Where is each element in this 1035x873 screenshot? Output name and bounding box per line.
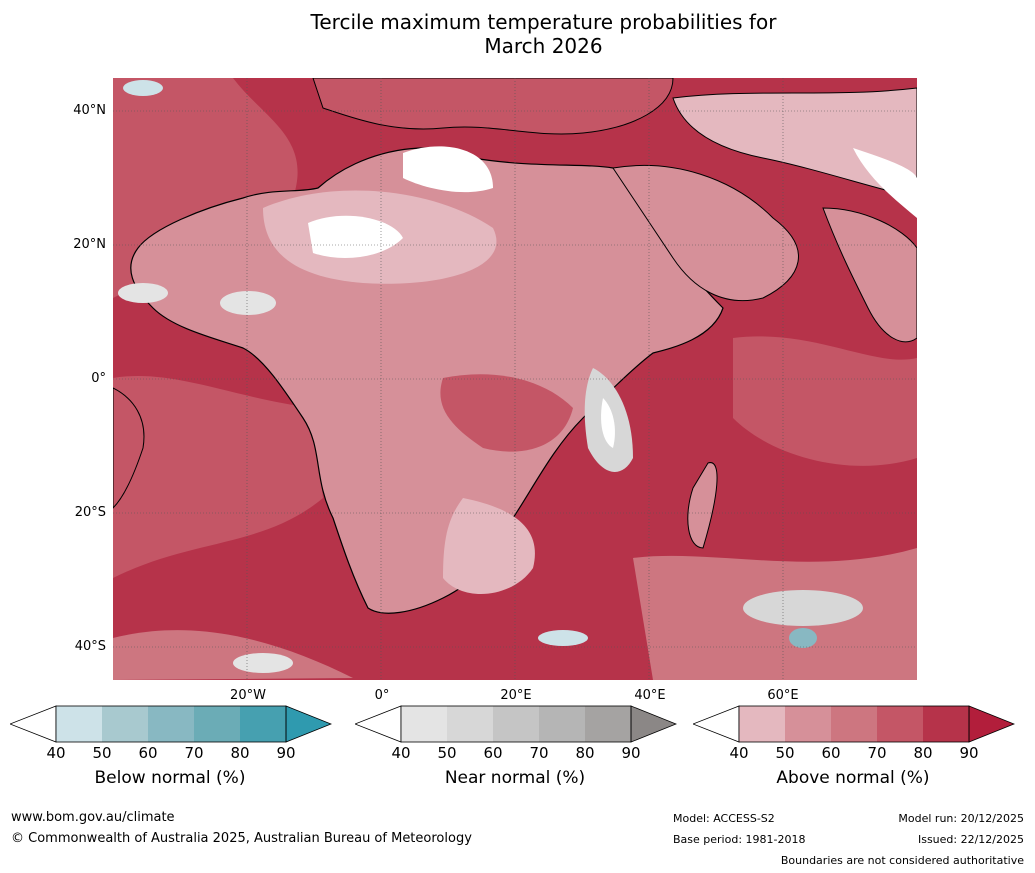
east-africa-white [601,398,615,448]
colorbar-above-tick-40: 40 [729,744,749,762]
ocean-patch-south [113,630,353,680]
lat-label-40s: 40°S [74,639,106,654]
colorbar-below-seg-70-80 [194,706,240,742]
title-line-2: March 2026 [484,34,603,58]
website-link[interactable]: www.bom.gov.au/climate [11,810,175,825]
base-period-info: Base period: 1981-2018 [673,833,806,846]
lat-label-20s: 20°S [74,505,106,520]
colorbar-below-high-arrow [285,705,333,743]
west-africa-grey-patch [220,291,276,315]
colorbar-below-tick-50: 50 [92,744,112,762]
europe-landmass [312,78,674,135]
south-indian-grey-patch [743,590,863,626]
colorbar-above-high-arrow [968,705,1016,743]
colorbar-near-high-arrow [630,705,678,743]
title-line-1: Tercile maximum temperature probabilitie… [310,10,777,34]
colorbar-above-seg-70-80 [877,706,923,742]
colorbar-above-outline [738,705,970,743]
model-run-info: Model run: 20/12/2025 [898,812,1024,825]
colorbar-above-label: Above normal (%) [776,768,930,788]
colorbar-near-seg-60-70 [493,706,539,742]
india-landmass [822,207,917,343]
colorbar-near-seg-70-80 [539,706,585,742]
lon-label-60e: 60°E [767,688,799,703]
madagascar [687,462,718,549]
colorbar-above-seg-60-70 [831,706,877,742]
iran-white-region [853,148,917,218]
copyright-text: © Commonwealth of Australia 2025, Austra… [11,831,472,846]
southern-africa-light [443,498,535,595]
colorbar-above-tick-80: 80 [913,744,933,762]
middle-east-landmass [672,87,917,199]
lon-label-40e: 40°E [634,688,666,703]
sahara-white-region [308,215,403,258]
colorbar-near-tick-40: 40 [391,744,411,762]
north-africa-white [403,146,493,193]
colorbar-near-seg-50-60 [447,706,493,742]
colorbar-near-outline [400,705,632,743]
colorbar-below-label: Below normal (%) [94,768,246,788]
lon-label-20w: 20°W [230,688,266,703]
colorbar-above-svg [691,705,1016,743]
colorbar-near-tick-80: 80 [575,744,595,762]
colorbar-above-tick-50: 50 [775,744,795,762]
colorbar-above-normal [691,705,1016,747]
colorbar-near-tick-50: 50 [437,744,457,762]
lat-label-0: 0° [91,371,106,386]
colorbar-near-low-arrow [353,705,402,743]
colorbar-near-svg [353,705,678,743]
north-atlantic-blue-patch [123,80,163,96]
boundaries-disclaimer: Boundaries are not considered authoritat… [780,854,1024,867]
colorbar-below-seg-80-90 [240,706,286,742]
probability-map [113,78,917,680]
colorbar-below-tick-40: 40 [46,744,66,762]
colorbar-above-seg-50-60 [785,706,831,742]
colorbar-below-svg [8,705,333,743]
lon-label-0: 0° [374,688,390,703]
colorbar-above-tick-70: 70 [867,744,887,762]
issued-info: Issued: 22/12/2025 [917,833,1024,846]
colorbar-below-tick-80: 80 [230,744,250,762]
colorbar-below-tick-90: 90 [276,744,296,762]
graticule [113,78,917,680]
colorbar-below-tick-60: 60 [138,744,158,762]
colorbar-above-seg-80-90 [923,706,969,742]
lat-label-20n: 20°N [73,237,106,252]
model-info: Model: ACCESS-S2 [673,812,775,825]
colorbar-above-tick-90: 90 [959,744,979,762]
colorbar-above-seg-40-50 [739,706,785,742]
central-africa-dark [440,374,573,452]
colorbar-near-seg-40-50 [401,706,447,742]
colorbar-below-low-arrow [8,705,57,743]
southern-ocean-grey-patch [233,653,293,673]
colorbar-near-seg-80-90 [585,706,631,742]
atlantic-grey-patch [118,283,168,303]
south-atlantic-blue-patch [538,630,588,646]
colorbar-near-tick-60: 60 [483,744,503,762]
colorbar-below-normal [8,705,333,747]
arabia-landmass [612,165,799,302]
south-indian-blue-patch [789,628,817,648]
south-america-edge [113,387,145,509]
lat-label-40n: 40°N [73,103,106,118]
colorbar-below-seg-40-50 [56,706,102,742]
lon-label-20e: 20°E [500,688,532,703]
ocean-patch-indian [733,336,917,466]
colorbar-below-seg-60-70 [148,706,194,742]
ocean-patch-sw [113,375,323,578]
colorbar-near-tick-70: 70 [529,744,549,762]
colorbar-near-label: Near normal (%) [444,768,586,788]
colorbar-below-seg-50-60 [102,706,148,742]
colorbar-below-outline [55,705,287,743]
colorbar-above-low-arrow [691,705,740,743]
colorbar-above-tick-60: 60 [821,744,841,762]
colorbar-below-tick-70: 70 [184,744,204,762]
colorbar-near-normal [353,705,678,747]
colorbar-near-tick-90: 90 [621,744,641,762]
map-svg [113,78,917,680]
chart-title: Tercile maximum temperature probabilitie… [0,10,1035,58]
